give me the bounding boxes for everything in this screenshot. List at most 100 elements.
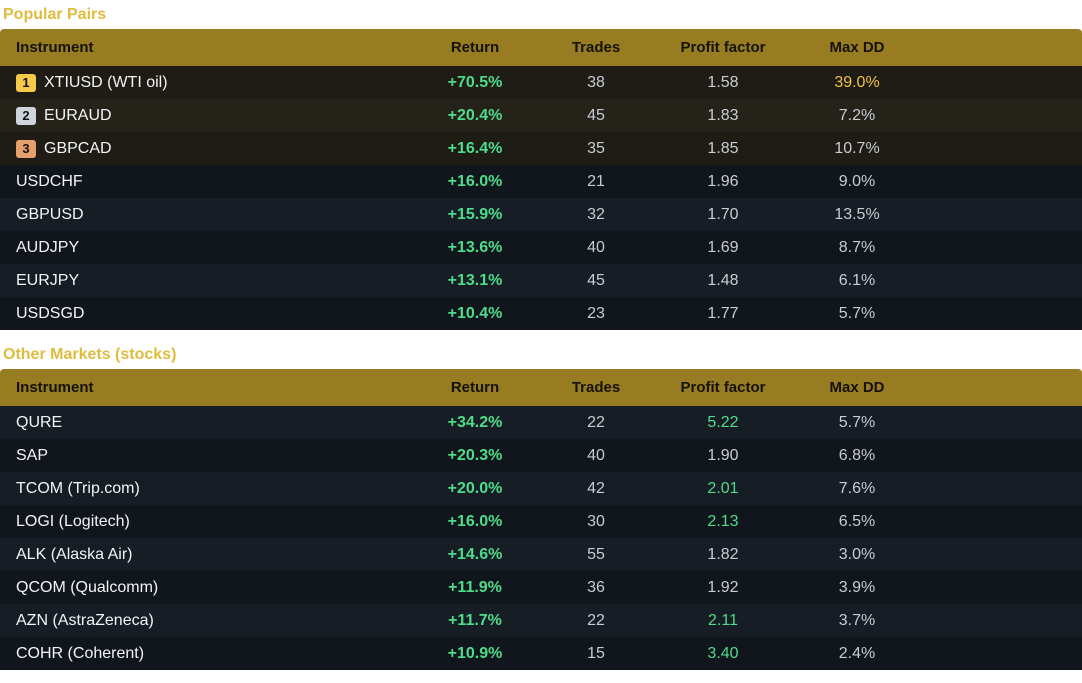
cell-return: +20.4% xyxy=(447,106,503,124)
cell-profit-factor: 1.69 xyxy=(707,238,739,256)
table-row[interactable]: AUDJPY +13.6% 40 1.69 8.7% xyxy=(0,231,1082,264)
cell-instrument: LOGI (Logitech) xyxy=(16,505,436,538)
cell-instrument: AZN (AstraZeneca) xyxy=(16,604,436,637)
cell-trades: 35 xyxy=(587,139,605,157)
cell-max-dd: 5.7% xyxy=(838,304,876,322)
cell-instrument: USDSGD xyxy=(16,297,436,330)
cell-instrument: SAP xyxy=(16,439,436,472)
cell-trades: 40 xyxy=(587,446,605,464)
rank-badge: 2 xyxy=(16,106,36,125)
cell-instrument: 2 EURAUD xyxy=(16,99,436,132)
cell-max-dd: 5.7% xyxy=(838,413,876,431)
cell-trades: 15 xyxy=(587,644,605,662)
column-header-max-dd[interactable]: Max DD xyxy=(829,39,885,56)
instrument-name: QURE xyxy=(16,413,63,431)
instrument-name: EURJPY xyxy=(16,271,80,289)
cell-instrument: ALK (Alaska Air) xyxy=(16,538,436,571)
cell-return: +20.3% xyxy=(447,446,503,464)
cell-trades: 36 xyxy=(587,578,605,596)
cell-trades: 55 xyxy=(587,545,605,563)
cell-trades: 45 xyxy=(587,271,605,289)
cell-profit-factor: 1.96 xyxy=(707,172,739,190)
cell-return: +10.9% xyxy=(447,644,503,662)
section-title-other-markets: Other Markets (stocks) xyxy=(3,346,177,363)
cell-profit-factor: 3.40 xyxy=(707,644,739,662)
column-header-profit-factor[interactable]: Profit factor xyxy=(680,39,766,56)
cell-return: +34.2% xyxy=(447,413,503,431)
cell-trades: 21 xyxy=(587,172,605,190)
instrument-name: AZN (AstraZeneca) xyxy=(16,611,154,629)
cell-trades: 22 xyxy=(587,611,605,629)
table-row[interactable]: QCOM (Qualcomm) +11.9% 36 1.92 3.9% xyxy=(0,571,1082,604)
instrument-name: XTIUSD (WTI oil) xyxy=(44,73,168,91)
cell-return: +14.6% xyxy=(447,545,503,563)
table-row[interactable]: 1 XTIUSD (WTI oil) +70.5% 38 1.58 39.0% xyxy=(0,66,1082,99)
cell-max-dd: 9.0% xyxy=(838,172,876,190)
table-row[interactable]: AZN (AstraZeneca) +11.7% 22 2.11 3.7% xyxy=(0,604,1082,637)
cell-max-dd: 39.0% xyxy=(834,73,880,91)
cell-return: +11.9% xyxy=(448,578,502,596)
cell-return: +16.0% xyxy=(447,172,503,190)
cell-return: +10.4% xyxy=(447,304,503,322)
cell-instrument: EURJPY xyxy=(16,264,436,297)
column-header-trades[interactable]: Trades xyxy=(571,39,621,56)
table-row[interactable]: QURE +34.2% 22 5.22 5.7% xyxy=(0,406,1082,439)
popular-pairs-section: Popular Pairs Instrument Return Trades P… xyxy=(0,0,1082,330)
instrument-name: GBPUSD xyxy=(16,205,84,223)
instrument-name: AUDJPY xyxy=(16,238,80,256)
cell-return: +13.6% xyxy=(447,238,503,256)
cell-profit-factor: 2.01 xyxy=(707,479,739,497)
column-header-profit-factor[interactable]: Profit factor xyxy=(680,379,766,396)
column-header-instrument[interactable]: Instrument xyxy=(16,379,94,396)
other-markets-section: Other Markets (stocks) Instrument Return… xyxy=(0,340,1082,670)
cell-trades: 22 xyxy=(587,413,605,431)
cell-profit-factor: 1.82 xyxy=(707,545,739,563)
column-header-max-dd[interactable]: Max DD xyxy=(829,379,885,396)
table-row[interactable]: COHR (Coherent) +10.9% 15 3.40 2.4% xyxy=(0,637,1082,670)
cell-profit-factor: 1.77 xyxy=(707,304,739,322)
cell-max-dd: 6.8% xyxy=(838,446,876,464)
rank-badge: 1 xyxy=(16,73,36,92)
table-header: Instrument Return Trades Profit factor M… xyxy=(0,29,1082,66)
rank-badge: 3 xyxy=(16,139,36,158)
cell-max-dd: 7.2% xyxy=(838,106,876,124)
instrument-name: LOGI (Logitech) xyxy=(16,512,130,530)
table-row[interactable]: LOGI (Logitech) +16.0% 30 2.13 6.5% xyxy=(0,505,1082,538)
column-header-instrument[interactable]: Instrument xyxy=(16,39,94,56)
table-row[interactable]: USDCHF +16.0% 21 1.96 9.0% xyxy=(0,165,1082,198)
cell-trades: 45 xyxy=(587,106,605,124)
table-row[interactable]: 2 EURAUD +20.4% 45 1.83 7.2% xyxy=(0,99,1082,132)
column-header-trades[interactable]: Trades xyxy=(571,379,621,396)
cell-instrument: USDCHF xyxy=(16,165,436,198)
table-row[interactable]: SAP +20.3% 40 1.90 6.8% xyxy=(0,439,1082,472)
table-row[interactable]: TCOM (Trip.com) +20.0% 42 2.01 7.6% xyxy=(0,472,1082,505)
table-row[interactable]: GBPUSD +15.9% 32 1.70 13.5% xyxy=(0,198,1082,231)
cell-max-dd: 6.5% xyxy=(838,512,876,530)
instrument-name: QCOM (Qualcomm) xyxy=(16,578,159,596)
instrument-name: SAP xyxy=(16,446,49,464)
cell-profit-factor: 1.48 xyxy=(707,271,739,289)
other-markets-table: Instrument Return Trades Profit factor M… xyxy=(0,369,1082,670)
cell-max-dd: 3.7% xyxy=(838,611,876,629)
table-row[interactable]: EURJPY +13.1% 45 1.48 6.1% xyxy=(0,264,1082,297)
column-header-return[interactable]: Return xyxy=(450,379,500,396)
cell-instrument: AUDJPY xyxy=(16,231,436,264)
cell-profit-factor: 1.85 xyxy=(707,139,739,157)
table-row[interactable]: ALK (Alaska Air) +14.6% 55 1.82 3.0% xyxy=(0,538,1082,571)
column-header-return[interactable]: Return xyxy=(450,39,500,56)
cell-trades: 38 xyxy=(587,73,605,91)
cell-trades: 32 xyxy=(587,205,605,223)
cell-max-dd: 8.7% xyxy=(838,238,876,256)
cell-instrument: QURE xyxy=(16,406,436,439)
instrument-name: ALK (Alaska Air) xyxy=(16,545,133,563)
cell-instrument: 1 XTIUSD (WTI oil) xyxy=(16,66,436,99)
instrument-name: TCOM (Trip.com) xyxy=(16,479,140,497)
table-row[interactable]: 3 GBPCAD +16.4% 35 1.85 10.7% xyxy=(0,132,1082,165)
table-row[interactable]: USDSGD +10.4% 23 1.77 5.7% xyxy=(0,297,1082,330)
instrument-name: USDCHF xyxy=(16,172,83,190)
cell-max-dd: 10.7% xyxy=(834,139,880,157)
cell-instrument: COHR (Coherent) xyxy=(16,637,436,670)
cell-return: +13.1% xyxy=(447,271,503,289)
cell-trades: 30 xyxy=(587,512,605,530)
cell-max-dd: 6.1% xyxy=(838,271,876,289)
